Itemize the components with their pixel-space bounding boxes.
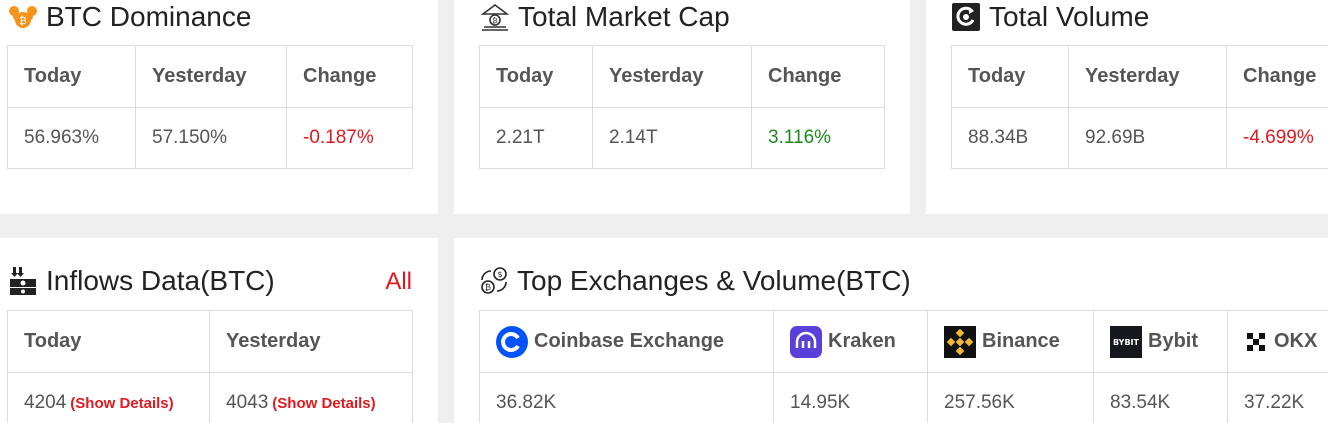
value-change: -0.187%	[286, 107, 413, 169]
svg-text:₿: ₿	[492, 17, 497, 25]
value-yesterday: 57.150%	[135, 107, 287, 169]
table-row: 2.21T 2.14T 3.116%	[479, 107, 885, 169]
volume-bybit: 83.54K	[1093, 372, 1228, 423]
svg-text:₿: ₿	[19, 15, 26, 27]
okx-logo-icon	[1244, 330, 1268, 354]
bitcoin-muscle-icon: ₿	[8, 2, 38, 32]
market-cap-title: Total Market Cap	[518, 1, 730, 32]
kraken-logo-icon	[790, 325, 822, 358]
table-row: 36.82K 14.95K 257.56K 83.54K 37.22K	[479, 372, 1328, 423]
exchange-name: Coinbase Exchange	[534, 330, 725, 352]
header-today: Today	[7, 45, 136, 108]
svg-text:$: $	[497, 270, 502, 279]
market-cap-panel: ₿ Total Market Cap Today Yesterday Chang…	[454, 0, 910, 214]
header-change: Change	[286, 45, 413, 108]
inflows-panel: Inflows Data(BTC) All Today Yesterday 42…	[0, 238, 438, 423]
table-row: 88.34B 92.69B -4.699%	[951, 107, 1328, 169]
exchange-bybit[interactable]: BYBIT Bybit	[1093, 310, 1228, 373]
exchange-name: Binance	[982, 330, 1060, 352]
value-today: 2.21T	[479, 107, 593, 169]
header-today: Today	[479, 45, 593, 108]
exchanges-title: Top Exchanges & Volume(BTC)	[517, 265, 911, 296]
exchange-name: OKX	[1274, 330, 1318, 352]
market-cap-header: ₿ Total Market Cap	[480, 0, 730, 34]
inflows-header: Inflows Data(BTC)	[8, 264, 275, 298]
exchange-okx[interactable]: OKX	[1227, 310, 1328, 373]
exchanges-panel: $ ₿ Top Exchanges & Volume(BTC) Coinbase…	[454, 238, 1328, 423]
exchange-name: Kraken	[828, 330, 896, 352]
show-details-link[interactable]: (Show Details)	[70, 395, 174, 412]
exchanges-table: Coinbase Exchange Kraken Binance	[479, 310, 1328, 423]
table-row: 56.963% 57.150% -0.187%	[7, 107, 413, 169]
bybit-logo-icon: BYBIT	[1110, 325, 1142, 358]
coinbase-logo-icon	[496, 325, 528, 358]
exchange-binance[interactable]: Binance	[927, 310, 1094, 373]
binance-logo-icon	[944, 325, 976, 358]
inflows-table: Today Yesterday 4204 (Show Details) 4043(…	[7, 310, 413, 423]
bank-bitcoin-icon: ₿	[480, 2, 510, 32]
btc-dominance-title: BTC Dominance	[46, 1, 252, 32]
value-yesterday: 2.14T	[592, 107, 752, 169]
total-volume-title: Total Volume	[989, 1, 1150, 32]
header-yesterday: Yesterday	[592, 45, 752, 108]
coin-exchange-icon: $ ₿	[479, 266, 509, 296]
svg-text:₿: ₿	[485, 283, 491, 292]
value-change: 3.116%	[751, 107, 885, 169]
header-yesterday: Yesterday	[209, 310, 413, 373]
btc-dominance-table: Today Yesterday Change 56.963% 57.150% -…	[7, 45, 413, 169]
value-yesterday: 92.69B	[1068, 107, 1227, 169]
exchange-name: Bybit	[1148, 330, 1198, 352]
volume-okx: 37.22K	[1227, 372, 1328, 423]
show-details-link[interactable]: (Show Details)	[272, 395, 376, 412]
header-change: Change	[751, 45, 885, 108]
all-link[interactable]: All	[385, 268, 412, 295]
exchange-coinbase[interactable]: Coinbase Exchange	[479, 310, 774, 373]
value-today: 88.34B	[951, 107, 1069, 169]
header-change: Change	[1226, 45, 1328, 108]
total-volume-table: Today Yesterday Change 88.34B 92.69B -4.…	[951, 45, 1328, 169]
exchange-kraken[interactable]: Kraken	[773, 310, 928, 373]
volume-coinbase: 36.82K	[479, 372, 774, 423]
header-yesterday: Yesterday	[1068, 45, 1227, 108]
svg-text:BYBIT: BYBIT	[1113, 338, 1140, 347]
value-today: 56.963%	[7, 107, 136, 169]
value-today: 4204	[24, 392, 67, 413]
value-change: -4.699%	[1226, 107, 1328, 169]
exchanges-header: $ ₿ Top Exchanges & Volume(BTC)	[479, 264, 911, 298]
refresh-coin-icon	[951, 2, 981, 32]
total-volume-header: Total Volume	[951, 0, 1149, 34]
header-today: Today	[7, 310, 210, 373]
volume-kraken: 14.95K	[773, 372, 928, 423]
market-cap-table: Today Yesterday Change 2.21T 2.14T 3.116…	[479, 45, 885, 169]
table-row: 4204 (Show Details) 4043 (Show Details)	[7, 372, 413, 423]
volume-binance: 257.56K	[927, 372, 1094, 423]
header-yesterday: Yesterday	[135, 45, 287, 108]
inflow-today-cell: 4204 (Show Details)	[7, 372, 210, 423]
inflow-yesterday-cell: 4043 (Show Details)	[209, 372, 413, 423]
header-today: Today	[951, 45, 1069, 108]
value-yesterday: 4043	[226, 392, 269, 413]
btc-dominance-header: ₿ BTC Dominance	[8, 0, 251, 34]
inflows-title: Inflows Data(BTC)	[46, 265, 275, 296]
btc-dominance-panel: ₿ BTC Dominance Today Yesterday Change 5…	[0, 0, 438, 214]
money-inflow-icon	[8, 266, 38, 296]
total-volume-panel: Total Volume Today Yesterday Change 88.3…	[926, 0, 1328, 214]
